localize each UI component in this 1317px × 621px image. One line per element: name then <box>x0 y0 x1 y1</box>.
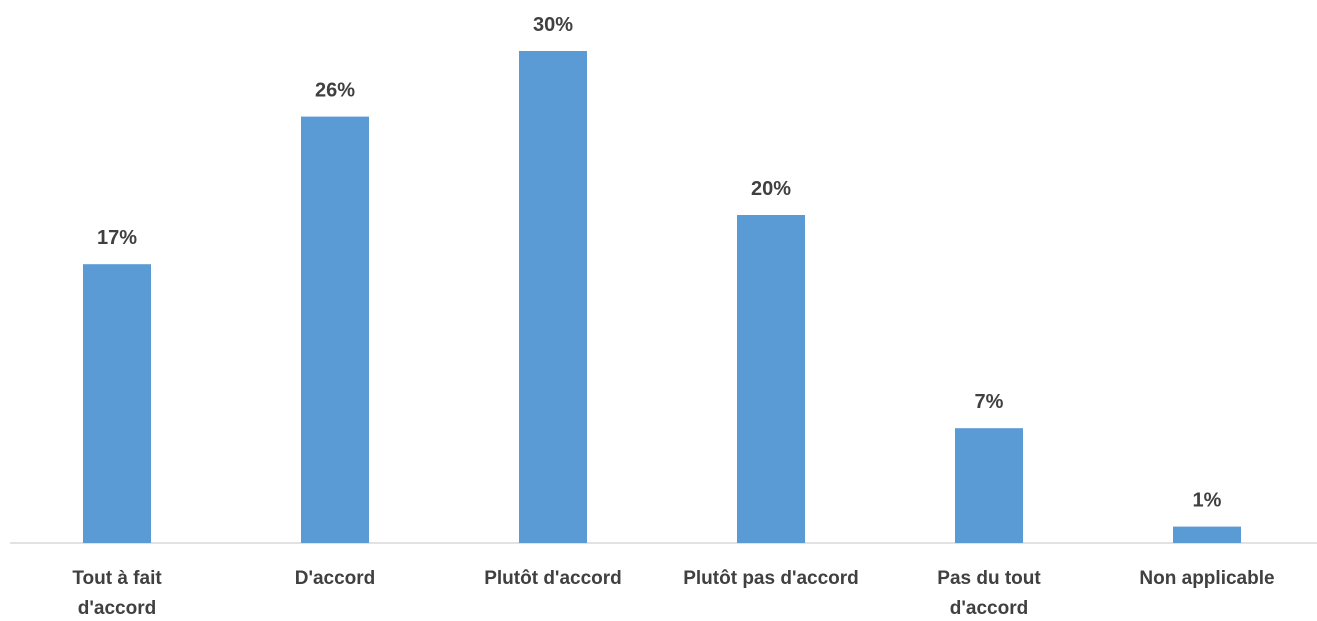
bar <box>955 428 1023 543</box>
x-tick-label: Tout à fait d'accord <box>72 568 162 619</box>
data-label: 26% <box>315 80 355 102</box>
x-tick-label: Plutôt d'accord <box>484 568 622 589</box>
bar <box>519 51 587 543</box>
x-tick-label: Non applicable <box>1139 568 1275 589</box>
x-tick-label: Pas du tout d'accord <box>937 568 1041 619</box>
bar <box>83 264 151 543</box>
bar <box>737 215 805 543</box>
x-tick-label: Plutôt pas d'accord <box>683 568 859 589</box>
data-label: 1% <box>1193 490 1222 512</box>
x-tick-label: D'accord <box>294 568 376 589</box>
bar <box>1173 526 1241 543</box>
data-label: 7% <box>975 391 1004 413</box>
data-label: 30% <box>533 14 573 36</box>
data-label: 20% <box>751 178 791 200</box>
data-label: 17% <box>97 227 137 249</box>
bar <box>301 116 369 543</box>
